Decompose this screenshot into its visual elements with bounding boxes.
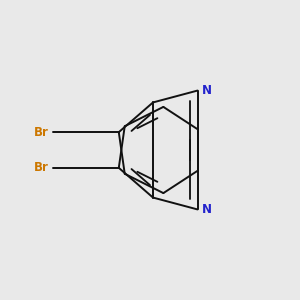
Text: N: N xyxy=(202,203,212,216)
Text: Br: Br xyxy=(34,126,49,139)
Text: Br: Br xyxy=(34,161,49,174)
Text: N: N xyxy=(202,84,212,97)
